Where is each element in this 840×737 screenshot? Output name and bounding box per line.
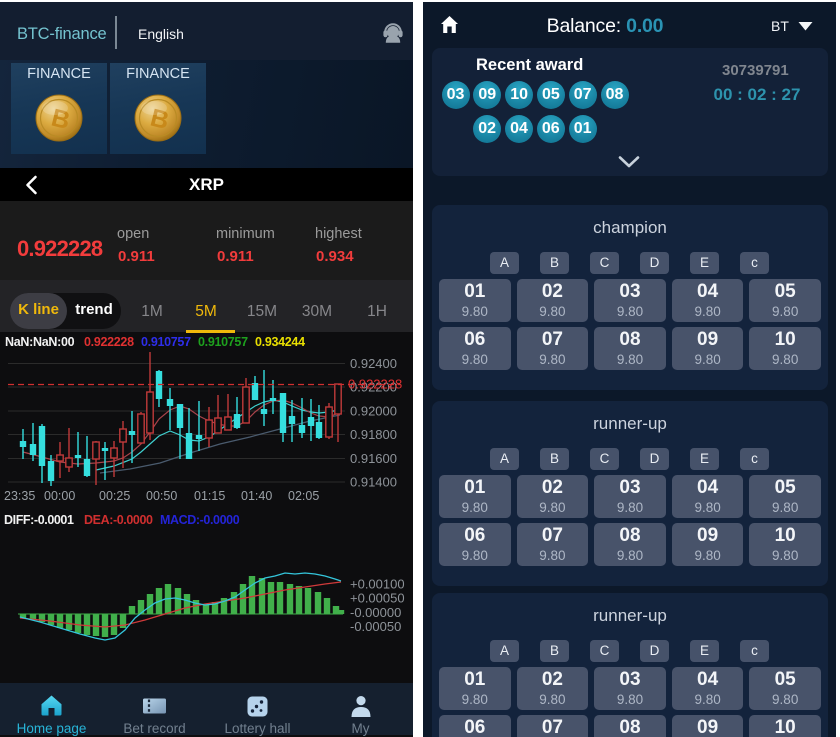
svg-text:DIFF:-0.0001: DIFF:-0.0001 — [4, 513, 74, 527]
svg-text:0.92200: 0.92200 — [350, 380, 397, 395]
svg-text:0.910757: 0.910757 — [198, 335, 248, 349]
svg-text:02:05: 02:05 — [288, 489, 319, 503]
svg-text:0.922228: 0.922228 — [84, 335, 134, 349]
svg-text:0.934244: 0.934244 — [255, 335, 305, 349]
svg-text:0.922228: 0.922228 — [348, 377, 402, 392]
svg-text:DEA:-0.0000: DEA:-0.0000 — [84, 513, 153, 527]
svg-text:0.910757: 0.910757 — [141, 335, 191, 349]
svg-text:MACD:-0.0000: MACD:-0.0000 — [160, 513, 240, 527]
svg-text:0.92400: 0.92400 — [350, 356, 397, 371]
svg-text:00:00: 00:00 — [44, 489, 75, 503]
svg-text:NaN:NaN:00: NaN:NaN:00 — [5, 335, 75, 349]
svg-text:+0.00050: +0.00050 — [350, 591, 405, 606]
svg-text:-0.00000: -0.00000 — [350, 605, 401, 620]
svg-text:+0.00100: +0.00100 — [350, 577, 405, 592]
svg-text:0.91400: 0.91400 — [350, 475, 397, 490]
svg-text:01:15: 01:15 — [194, 489, 225, 503]
svg-text:0.92000: 0.92000 — [350, 404, 397, 419]
svg-text:00:25: 00:25 — [99, 489, 130, 503]
svg-text:23:35: 23:35 — [4, 489, 35, 503]
svg-text:00:50: 00:50 — [146, 489, 177, 503]
svg-text:0.91800: 0.91800 — [350, 427, 397, 442]
svg-text:01:40: 01:40 — [241, 489, 272, 503]
svg-text:-0.00050: -0.00050 — [350, 619, 401, 634]
svg-text:0.91600: 0.91600 — [350, 451, 397, 466]
